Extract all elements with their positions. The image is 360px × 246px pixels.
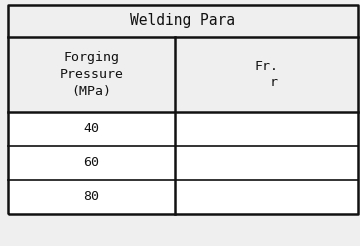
Text: Fr.
  r: Fr. r <box>255 60 279 90</box>
Text: 60: 60 <box>84 156 99 169</box>
Text: Welding Para: Welding Para <box>130 14 235 29</box>
Text: Forging
Pressure
(MPa): Forging Pressure (MPa) <box>59 51 123 98</box>
Text: 40: 40 <box>84 123 99 136</box>
Text: 80: 80 <box>84 190 99 203</box>
